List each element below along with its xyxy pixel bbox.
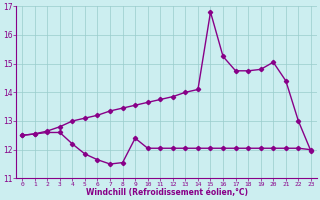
X-axis label: Windchill (Refroidissement éolien,°C): Windchill (Refroidissement éolien,°C) [85, 188, 248, 197]
